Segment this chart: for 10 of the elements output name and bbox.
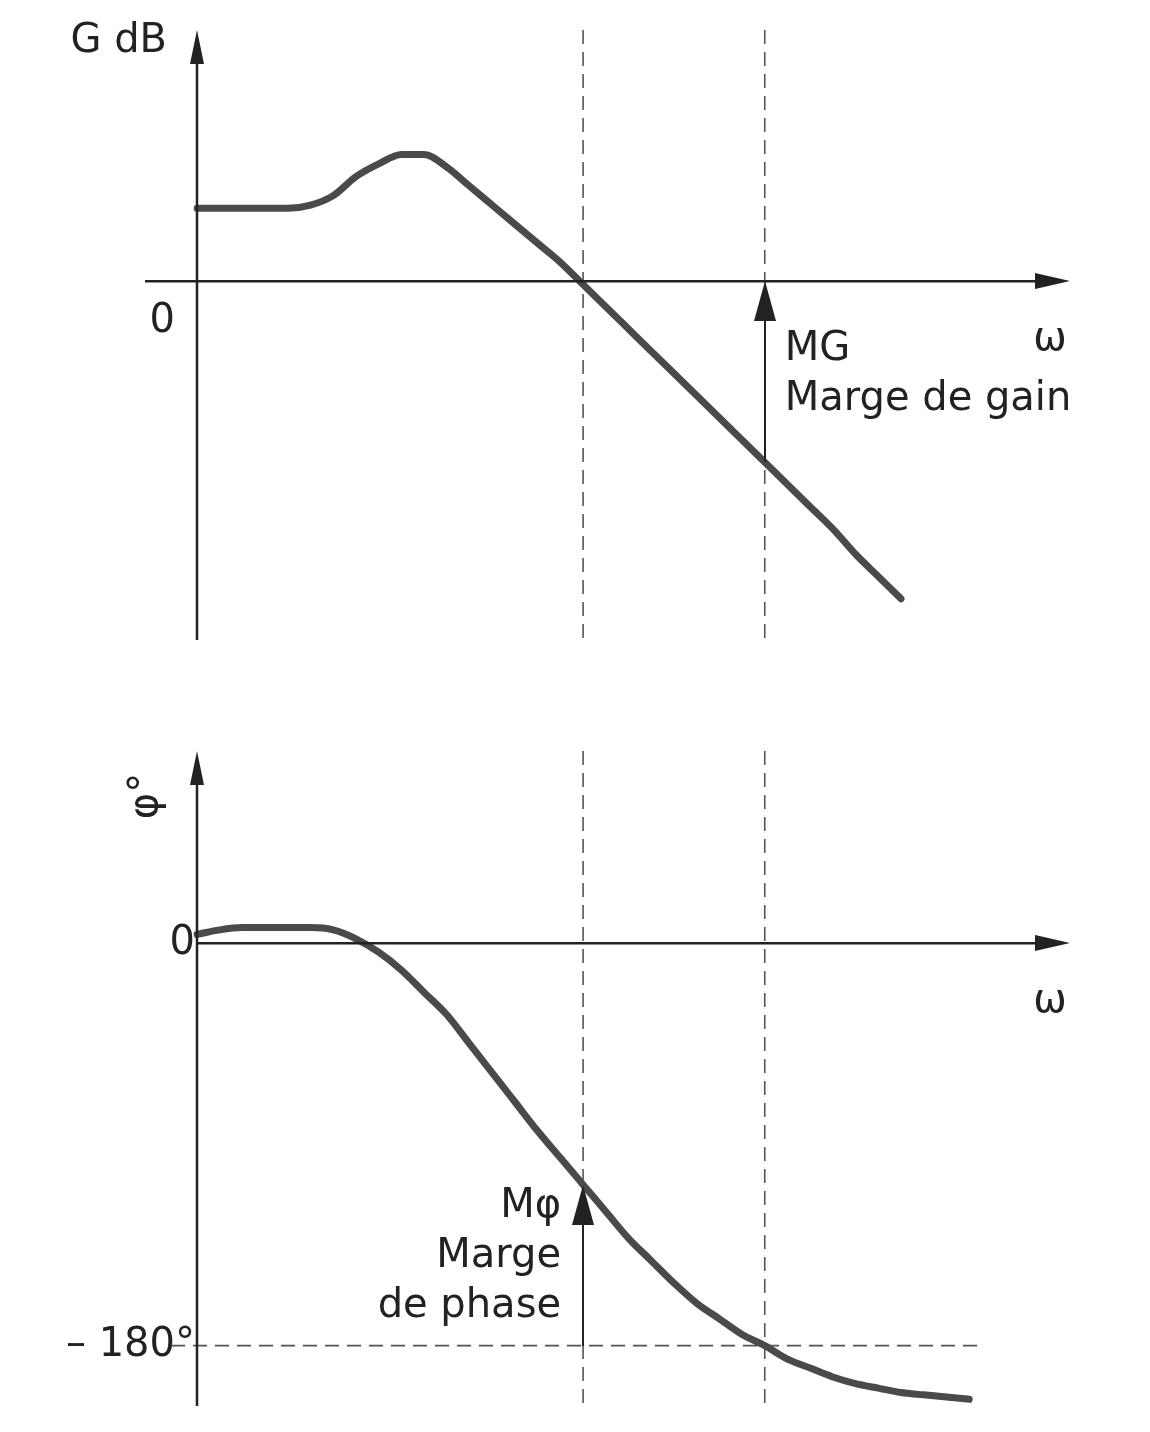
annotation: Mφ xyxy=(500,1180,562,1227)
y-axis-title: G dB xyxy=(70,15,167,62)
annotation: de phase xyxy=(377,1280,562,1327)
x-axis-title: ω xyxy=(1033,312,1067,359)
x-axis-title: ω xyxy=(1033,974,1067,1021)
y-axis-title: φ° xyxy=(120,772,167,820)
annotation: MG xyxy=(784,322,851,369)
annotation: Marge de gain xyxy=(784,372,1072,419)
annotation: Marge xyxy=(436,1230,562,1277)
y-tick-label: – 180° xyxy=(65,1319,195,1366)
